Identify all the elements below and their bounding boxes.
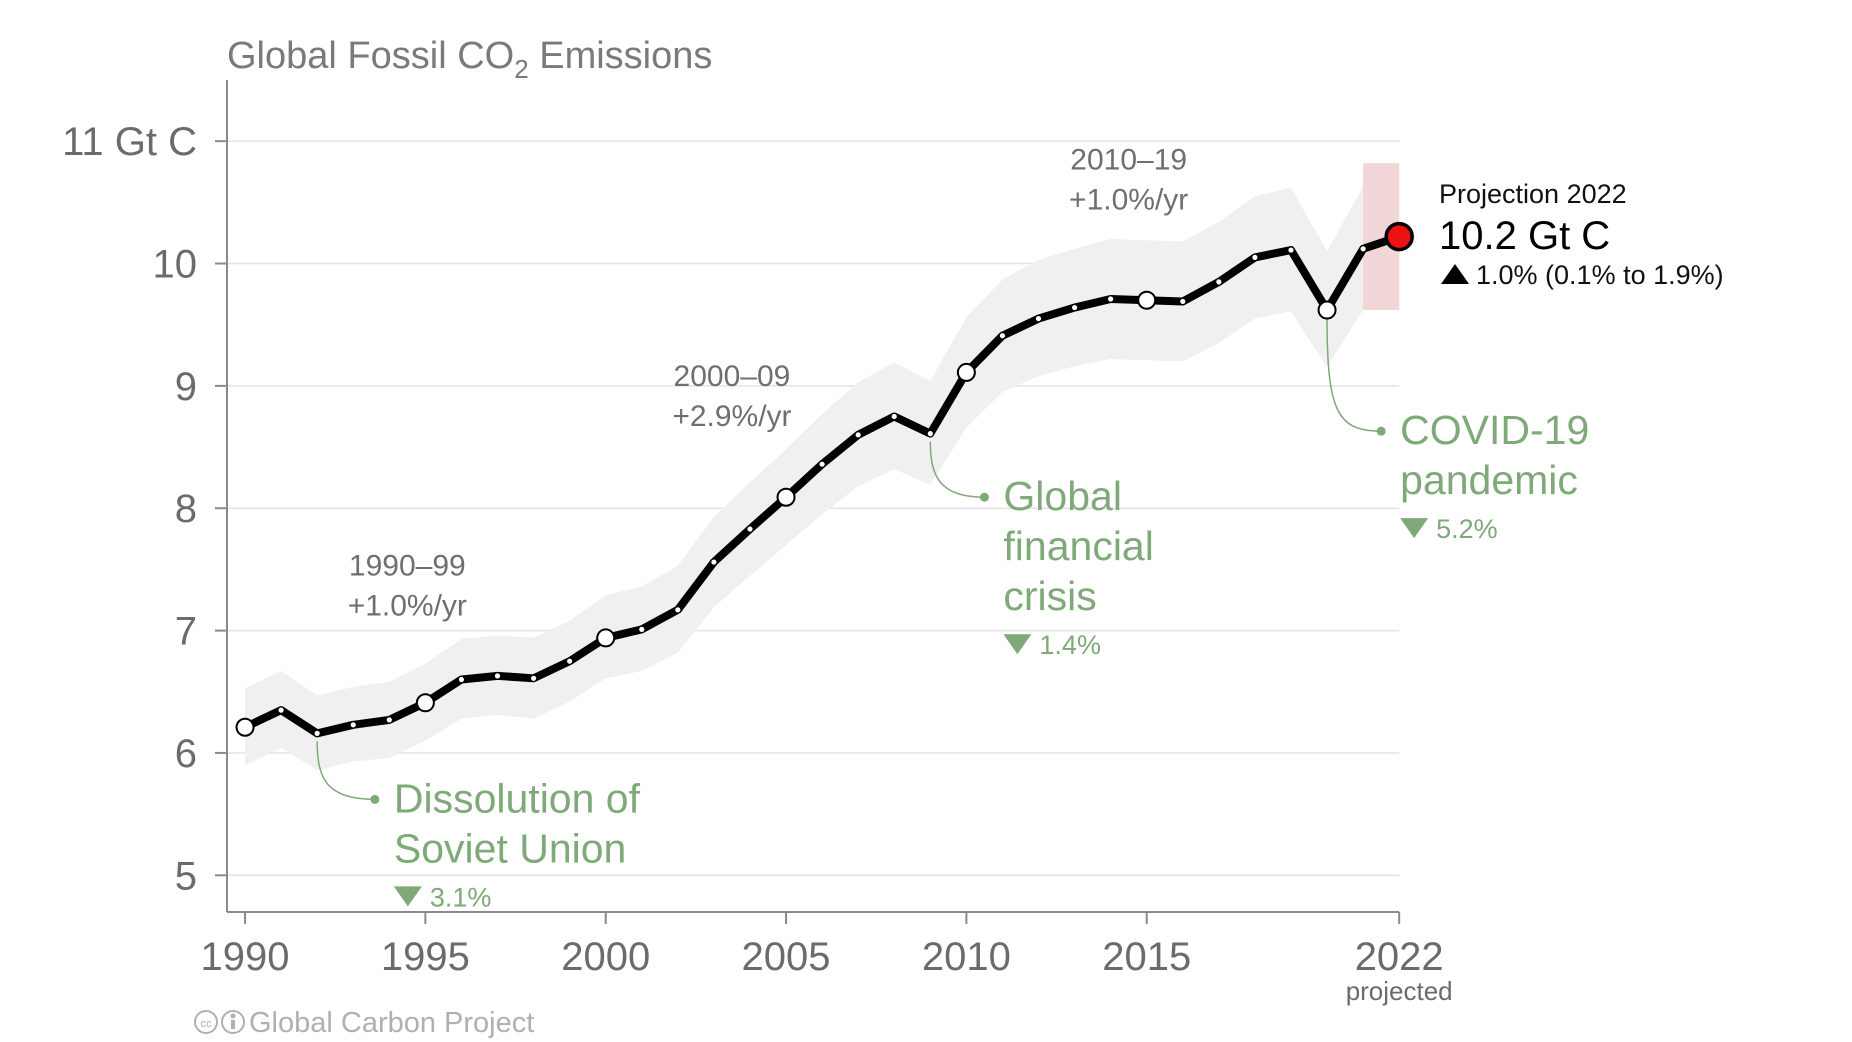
event-connector-1 (929, 441, 985, 498)
x-tick-label-2000: 2000 (561, 935, 650, 979)
chart-title: Global Fossil CO2 Emissions (227, 35, 712, 84)
event-label-2-0: COVID-19 (1400, 407, 1589, 453)
data-point-2016 (1180, 298, 1186, 305)
x-tick-label-1995: 1995 (381, 935, 470, 979)
chart-title-subscript: 2 (514, 54, 528, 84)
event-label-0-1: Soviet Union (394, 825, 626, 871)
data-point-2010 (956, 362, 976, 382)
data-point-2011 (999, 333, 1006, 339)
y-tick-label-6: 6 (175, 732, 197, 776)
data-point-1998 (530, 675, 537, 681)
data-point-1992 (314, 730, 320, 736)
y-tick-label-5: 5 (175, 854, 197, 898)
x-tick-label-2022: 2022 (1355, 935, 1444, 979)
svg-text:cc: cc (201, 1018, 213, 1030)
attribution-icon (221, 1010, 245, 1034)
event-label-0-0: Dissolution of (394, 775, 641, 821)
gridlines (227, 140, 1400, 877)
event-label-1-1: financial (1003, 523, 1153, 569)
data-point-2004 (747, 526, 753, 532)
y-tick-label-10: 10 (153, 243, 198, 287)
data-point-2018 (1252, 254, 1258, 261)
projection-change: 1.0% (0.1% to 1.9%) (1476, 260, 1724, 290)
data-point-2006 (819, 461, 825, 467)
y-tick-label-9: 9 (175, 365, 197, 409)
event-drop-2: 5.2% (1436, 514, 1498, 544)
data-point-1994 (386, 717, 392, 723)
period-label-2: 2010–19 (1070, 143, 1187, 176)
projection-value: 10.2 Gt C (1439, 214, 1610, 258)
chart-title-rest: Emissions (529, 35, 713, 77)
event-label-1-0: Global (1003, 473, 1122, 519)
event-drop-1: 1.4% (1039, 630, 1101, 660)
data-point-2003 (711, 559, 717, 565)
projection-callout: Projection 2022 10.2 Gt C 1.0% (0.1% to … (1439, 179, 1724, 290)
y-tick-label-8: 8 (175, 487, 197, 531)
data-point-2019 (1288, 247, 1294, 253)
period-rate-2: +1.0%/yr (1069, 183, 1188, 216)
y-tick-label-11: 11 Gt C (62, 120, 197, 164)
data-point-2021 (1360, 246, 1366, 252)
data-point-2017 (1216, 279, 1222, 285)
event-connector-2 (1326, 318, 1382, 432)
event-drop-0: 3.1% (430, 882, 492, 912)
x-tick-label-2015: 2015 (1102, 935, 1191, 979)
credit-text: Global Carbon Project (249, 1007, 534, 1039)
data-point-2005 (776, 487, 796, 507)
x-tick-label-2005: 2005 (742, 935, 831, 979)
data-point-2015 (1137, 290, 1157, 310)
event-dot-2 (1376, 426, 1386, 436)
projection-label: Projection 2022 (1439, 179, 1627, 209)
data-point-2000 (596, 628, 616, 648)
data-point-2007 (855, 432, 861, 438)
data-point-2020 (1317, 300, 1337, 320)
credit: cc Global Carbon Project (194, 1007, 534, 1039)
annotations: 1990–99 +1.0%/yr 2000–09 +2.9%/yr 2010–19 +1.… (316, 143, 1589, 912)
data-point-1995 (415, 693, 435, 713)
data-point-1990 (235, 717, 255, 737)
data-point-1997 (494, 673, 501, 679)
event-dot-0 (370, 794, 380, 804)
data-point-2001 (639, 626, 645, 632)
period-rate-1: +2.9%/yr (672, 400, 791, 433)
decrease-triangle-icon (1003, 634, 1032, 655)
event-label-1-2: crisis (1003, 573, 1096, 619)
emissions-series (235, 221, 1414, 738)
period-label-0: 1990–99 (349, 550, 466, 583)
data-point-2012 (1035, 315, 1042, 322)
data-point-2013 (1071, 304, 1078, 311)
x-tick-label-2010: 2010 (922, 935, 1011, 979)
projected-point-2022 (1384, 221, 1414, 252)
axes: 5 6 7 8 9 10 11 Gt C 1990 1995 2000 2005 2010 2015 20… (62, 80, 1453, 1006)
period-label-1: 2000–09 (674, 360, 791, 393)
creative-commons-icon: cc (194, 1010, 218, 1034)
data-point-2009 (927, 431, 933, 437)
data-point-1996 (458, 676, 465, 683)
x-tick-sublabel-projected: projected (1346, 976, 1453, 1006)
increase-triangle-icon (1441, 264, 1469, 284)
data-point-1991 (278, 707, 284, 713)
data-point-2002 (675, 607, 681, 613)
data-point-1993 (350, 722, 356, 728)
y-tick-label-7: 7 (175, 610, 197, 654)
decrease-triangle-icon (1400, 518, 1429, 539)
event-dot-1 (979, 492, 989, 502)
data-point-1999 (567, 658, 573, 664)
data-point-2008 (891, 413, 897, 420)
x-tick-label-1990: 1990 (201, 935, 290, 979)
period-rate-0: +1.0%/yr (348, 590, 467, 623)
event-connector-0 (316, 741, 375, 801)
data-point-2014 (1108, 296, 1114, 302)
event-label-2-1: pandemic (1400, 457, 1578, 503)
chart-title-main: Global Fossil CO (227, 35, 514, 77)
decrease-triangle-icon (393, 886, 422, 907)
